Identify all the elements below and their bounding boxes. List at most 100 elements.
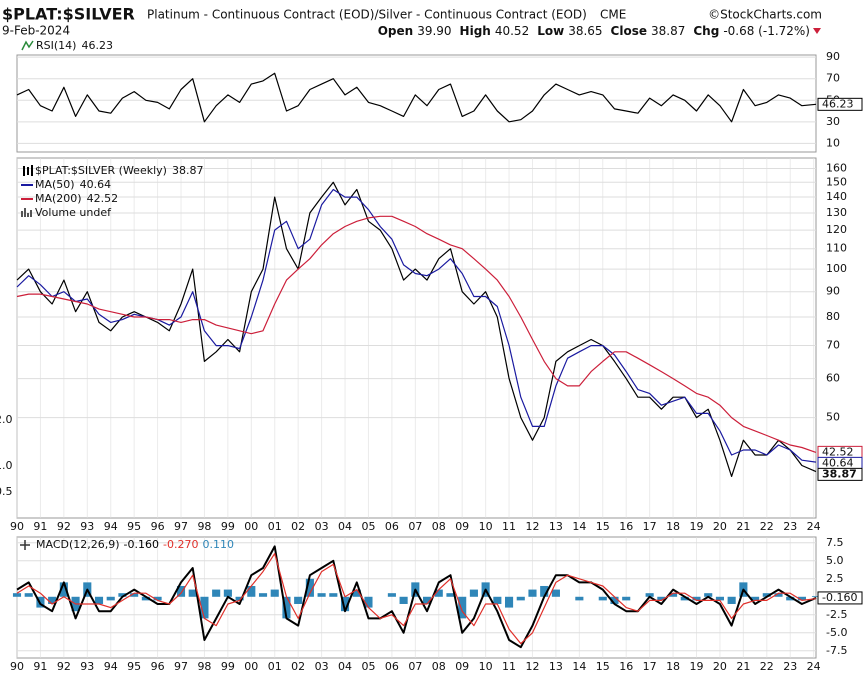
histogram-bar bbox=[575, 596, 584, 601]
histogram-bar bbox=[458, 596, 467, 619]
x-tick-label: 98 bbox=[197, 660, 211, 673]
symbol: $PLAT:$SILVER bbox=[2, 5, 135, 24]
x-tick-label: 12 bbox=[525, 520, 539, 533]
legend-value: -0.270 bbox=[163, 538, 198, 551]
down-arrow bbox=[813, 28, 821, 34]
date: 9-Feb-2024 bbox=[2, 24, 70, 38]
y-tick-label: 7.5 bbox=[826, 536, 844, 549]
legend-value: 42.52 bbox=[87, 192, 119, 205]
histogram-bar bbox=[270, 589, 279, 597]
histogram-bar bbox=[727, 596, 736, 604]
x-tick-label: 02 bbox=[291, 660, 305, 673]
histogram-bar bbox=[305, 578, 314, 597]
histogram-bar bbox=[715, 596, 724, 601]
legend-name: MA(50) bbox=[35, 178, 75, 191]
y-tick-label: 70 bbox=[826, 339, 840, 352]
macd-icon bbox=[20, 540, 30, 550]
histogram-bar bbox=[434, 589, 443, 597]
x-tick-label: 91 bbox=[33, 520, 47, 533]
x-tick-label: 09 bbox=[455, 520, 469, 533]
x-tick-label: 18 bbox=[666, 520, 680, 533]
x-tick-label: 24 bbox=[807, 660, 821, 673]
panel-title: RSI(14) 46.23 bbox=[36, 39, 113, 52]
histogram-bar bbox=[212, 589, 221, 597]
quote-label: Close bbox=[611, 24, 647, 38]
description: Platinum - Continuous Contract (EOD)/Sil… bbox=[147, 8, 587, 22]
histogram-bar bbox=[294, 596, 303, 604]
y-tick-label: 140 bbox=[826, 190, 847, 203]
y-tick-label: 90 bbox=[826, 50, 840, 63]
legend-value: 38.87 bbox=[172, 164, 204, 177]
histogram-bar bbox=[340, 596, 350, 612]
volume-icon bbox=[21, 208, 32, 217]
legend-value: -0.160 bbox=[124, 538, 159, 551]
exchange: CME bbox=[600, 8, 626, 22]
rsi-icon bbox=[21, 40, 34, 51]
histogram-bar bbox=[329, 593, 338, 597]
histogram-bar bbox=[598, 596, 607, 601]
x-tick-label: 95 bbox=[127, 660, 141, 673]
x-tick-label: 06 bbox=[385, 660, 399, 673]
x-tick-label: 23 bbox=[783, 520, 797, 533]
x-tick-label: 04 bbox=[338, 660, 352, 673]
histogram-bar bbox=[692, 596, 701, 601]
histogram-bar bbox=[446, 593, 455, 597]
x-tick-label: 94 bbox=[104, 660, 118, 673]
legend-entry: $PLAT:$SILVER (Weekly) 38.87 bbox=[35, 164, 203, 177]
x-tick-label: 03 bbox=[315, 520, 329, 533]
y-tick-label: 2.5 bbox=[826, 572, 844, 585]
series-last: 46.23 bbox=[81, 39, 113, 52]
quote: Open 39.90 High 40.52 Low 38.65 Close 38.87 Chg -… bbox=[378, 24, 810, 38]
histogram-bar bbox=[153, 596, 162, 601]
histogram-bar bbox=[235, 596, 244, 601]
quote-label: High bbox=[460, 24, 491, 38]
histogram-bar bbox=[130, 593, 139, 597]
x-tick-label: 95 bbox=[127, 520, 141, 533]
y-tick-label: 120 bbox=[826, 223, 847, 236]
x-tick-label: 20 bbox=[713, 520, 727, 533]
x-tick-label: 14 bbox=[572, 660, 586, 673]
left-axis-label: 2.0 bbox=[0, 413, 13, 426]
x-tick-label: 15 bbox=[596, 520, 610, 533]
y-tick-label: 130 bbox=[826, 206, 847, 219]
quote-label: Chg bbox=[693, 24, 719, 38]
panel-title: MACD(12,26,9) -0.160 -0.270 0.110 bbox=[36, 538, 234, 551]
histogram-bar bbox=[493, 596, 502, 604]
x-tick-label: 22 bbox=[760, 660, 774, 673]
y-tick-label: -7.5 bbox=[826, 644, 847, 657]
value-tag-label: 38.87 bbox=[822, 467, 857, 480]
quote-value: -0.68 (-1.72%) bbox=[723, 24, 810, 38]
x-tick-label: 13 bbox=[549, 520, 563, 533]
y-tick-label: 10 bbox=[826, 136, 840, 149]
candle-icon bbox=[23, 165, 33, 176]
x-tick-label: 05 bbox=[361, 660, 375, 673]
y-tick-label: 160 bbox=[826, 161, 847, 174]
x-tick-label: 24 bbox=[807, 520, 821, 533]
histogram-bar bbox=[48, 596, 57, 604]
value-tag-label: 40.64 bbox=[822, 456, 854, 469]
histogram-bar bbox=[317, 593, 326, 597]
volume-label: Volume undef bbox=[35, 206, 112, 219]
x-tick-label: 19 bbox=[690, 660, 704, 673]
histogram-bar bbox=[223, 589, 232, 597]
histogram-bar bbox=[59, 582, 68, 597]
histogram-bar bbox=[516, 596, 525, 601]
x-tick-label: 15 bbox=[596, 660, 610, 673]
histogram-bar bbox=[551, 589, 560, 597]
histogram-bar bbox=[751, 596, 760, 601]
histogram-bar bbox=[762, 593, 771, 597]
value-tag bbox=[817, 467, 863, 481]
histogram-bar bbox=[352, 589, 361, 597]
x-tick-label: 17 bbox=[643, 520, 657, 533]
legend-value: 0.110 bbox=[202, 538, 234, 551]
x-tick-label: 23 bbox=[783, 660, 797, 673]
legend-entry: MA(50) 40.64 bbox=[35, 178, 111, 191]
quote-label: Open bbox=[378, 24, 413, 38]
series-line bbox=[16, 545, 817, 649]
histogram-bar bbox=[657, 596, 666, 601]
x-tick-label: 03 bbox=[315, 660, 329, 673]
brand: ©StockCharts.com bbox=[708, 8, 822, 22]
x-tick-label: 22 bbox=[760, 520, 774, 533]
series-line bbox=[16, 215, 817, 453]
